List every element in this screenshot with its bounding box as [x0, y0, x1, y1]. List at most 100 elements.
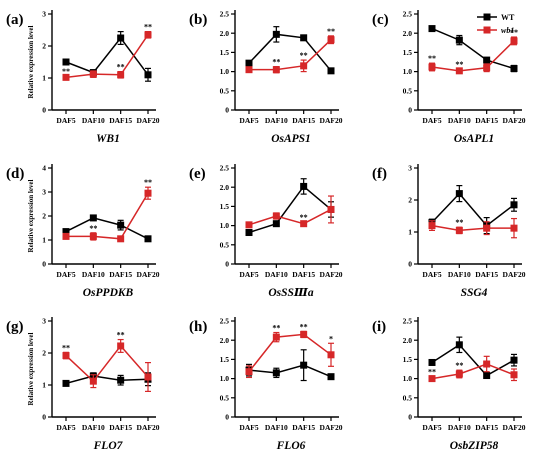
data-point [483, 360, 491, 368]
x-tick-label: DAF20 [137, 423, 160, 432]
y-tick-label: 1.0 [220, 67, 230, 76]
data-point [144, 235, 152, 243]
data-point [327, 373, 335, 381]
x-tick-label: DAF15 [109, 270, 132, 279]
data-point [245, 221, 253, 229]
y-axis-label: Relative expression level [27, 179, 35, 252]
x-tick-label: DAF10 [82, 116, 105, 125]
data-point [428, 25, 436, 33]
y-tick-label: 2 [42, 349, 46, 358]
series-wt [428, 336, 518, 380]
x-tick-label: DAF10 [82, 270, 105, 279]
y-tick-label: 2.0 [403, 29, 413, 38]
data-point [89, 70, 97, 78]
series-line [249, 39, 332, 71]
series-wb1: ** [428, 217, 518, 239]
series-line [431, 224, 514, 232]
gene-name: SSG4 [461, 287, 488, 299]
y-tick-label: 1.5 [220, 355, 230, 364]
significance-mark: ** [455, 60, 463, 69]
panel-label: (h) [189, 319, 207, 335]
y-tick-label: 1 [42, 381, 46, 390]
y-tick-label: 1.5 [403, 48, 413, 57]
data-point [510, 356, 518, 364]
data-point [483, 64, 491, 72]
y-tick-label: 0.5 [403, 86, 413, 95]
significance-mark: ** [455, 218, 463, 227]
y-tick-label: 1.0 [220, 221, 230, 230]
x-tick-label: DAF5 [56, 270, 75, 279]
y-tick-label: 0 [408, 106, 412, 115]
gene-name: OsPPDKB [83, 287, 134, 299]
data-point [300, 220, 308, 228]
data-point [272, 66, 280, 74]
panel-i: (i) 0 0.5 1.0 1.5 2.0 2.5 DAF5 DAF10 DAF15 DAF20 Os… [372, 317, 526, 452]
series-wb1: ** ** ** [62, 23, 152, 81]
y-tick-label: 1.5 [220, 202, 230, 211]
x-tick-label: DAF20 [503, 423, 526, 432]
panel-a: (a) 0 1 2 3 DAF5 DAF10 DAF15 DAF20 Relative expre… [6, 10, 160, 145]
x-tick-label: DAF20 [137, 116, 160, 125]
data-point [117, 71, 125, 79]
data-point [455, 341, 463, 349]
data-point [483, 56, 491, 64]
series-wt [245, 178, 335, 237]
series-wb1: ** ** [62, 331, 152, 392]
significance-mark: ** [428, 368, 436, 377]
data-point [327, 351, 335, 359]
legend-wt-marker [483, 13, 491, 21]
significance-mark: ** [300, 213, 308, 222]
data-point [62, 232, 70, 240]
series-wt [428, 25, 518, 73]
significance-mark: ** [62, 67, 70, 76]
significance-mark: ** [144, 23, 152, 32]
x-tick-label: DAF20 [320, 116, 343, 125]
gene-name: OsAPS1 [271, 133, 311, 145]
panel-e: (e) 0 0.5 1.0 1.5 2.0 2.5 DAF5 DAF10 DAF15 DAF20 Os… [189, 164, 343, 299]
panel-label: (i) [372, 319, 386, 335]
y-tick-label: 2 [42, 42, 46, 51]
series-wt [62, 372, 152, 387]
y-tick-label: 2.5 [220, 10, 230, 19]
significance-mark: ** [117, 63, 125, 72]
x-tick-label: DAF15 [292, 270, 315, 279]
x-tick-label: DAF5 [239, 116, 258, 125]
x-tick-label: DAF15 [475, 116, 498, 125]
significance-mark: ** [510, 28, 518, 37]
series-line [65, 344, 149, 383]
series-line [248, 208, 332, 226]
data-point [144, 373, 152, 381]
y-tick-label: 2.0 [403, 336, 413, 345]
x-tick-label: DAF5 [239, 270, 258, 279]
legend: WT wb1 [477, 13, 515, 35]
y-tick-label: 2 [42, 212, 46, 221]
gene-name: WB1 [96, 133, 120, 145]
series-line [248, 185, 332, 234]
gene-name: OsSSⅢa [268, 287, 314, 299]
data-point [272, 369, 280, 377]
series-line [248, 333, 332, 373]
x-tick-label: DAF5 [422, 116, 441, 125]
data-point [510, 201, 518, 209]
panel-d: (d) 0 1 2 3 4 DAF5 DAF10 DAF15 DAF20 Relative expr… [6, 164, 160, 299]
legend-wb1-label: wb1 [501, 26, 514, 35]
y-tick-label: 0.5 [403, 393, 413, 402]
x-tick-label: DAF10 [265, 423, 288, 432]
series-wb1: ** *** [245, 322, 335, 379]
data-point [510, 224, 518, 232]
data-point [455, 226, 463, 234]
data-point [272, 30, 280, 38]
x-tick-label: DAF10 [448, 423, 471, 432]
series-wb1: ** ** [428, 355, 518, 383]
data-point [117, 235, 125, 243]
y-tick-label: 3 [42, 10, 46, 19]
data-point [300, 182, 308, 190]
panel-label: (d) [6, 166, 24, 182]
y-tick-label: 1.0 [403, 374, 413, 383]
data-point [144, 71, 152, 79]
y-tick-label: 1 [42, 74, 46, 83]
significance-mark: ** [117, 331, 125, 340]
data-point [272, 220, 280, 228]
x-tick-label: DAF5 [56, 116, 75, 125]
data-point [62, 58, 70, 66]
